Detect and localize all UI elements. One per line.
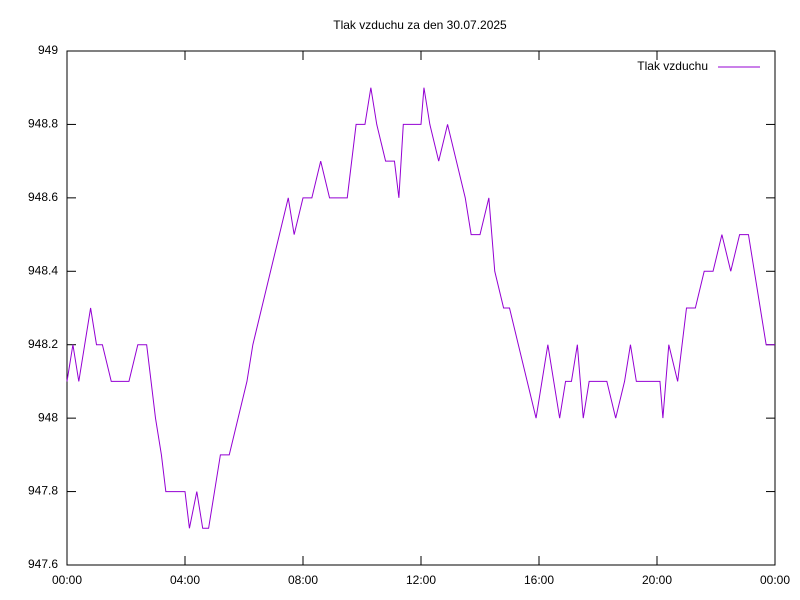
plot-border bbox=[66, 50, 776, 566]
x-tick-label: 16:00 bbox=[524, 573, 554, 587]
y-tick-label: 948.6 bbox=[28, 190, 58, 204]
x-tick-label: 04:00 bbox=[170, 573, 200, 587]
x-tick-label: 20:00 bbox=[642, 573, 672, 587]
x-tick-label: 08:00 bbox=[288, 573, 318, 587]
y-tick-label: 948.8 bbox=[28, 117, 58, 131]
y-tick-label: 947.6 bbox=[28, 557, 58, 571]
x-tick-label: 00:00 bbox=[52, 573, 82, 587]
x-tick-label: 00:00 bbox=[760, 573, 790, 587]
legend-label: Tlak vzduchu bbox=[637, 59, 708, 73]
y-tick-label: 948 bbox=[38, 410, 58, 424]
chart-title: Tlak vzduchu za den 30.07.2025 bbox=[333, 18, 507, 32]
y-tick-label: 948.4 bbox=[28, 263, 58, 277]
x-tick-label: 12:00 bbox=[406, 573, 436, 587]
line-series bbox=[66, 87, 775, 529]
y-tick-label: 947.8 bbox=[28, 484, 58, 498]
y-tick-label: 949 bbox=[38, 43, 58, 57]
y-tick-label: 948.2 bbox=[28, 337, 58, 351]
